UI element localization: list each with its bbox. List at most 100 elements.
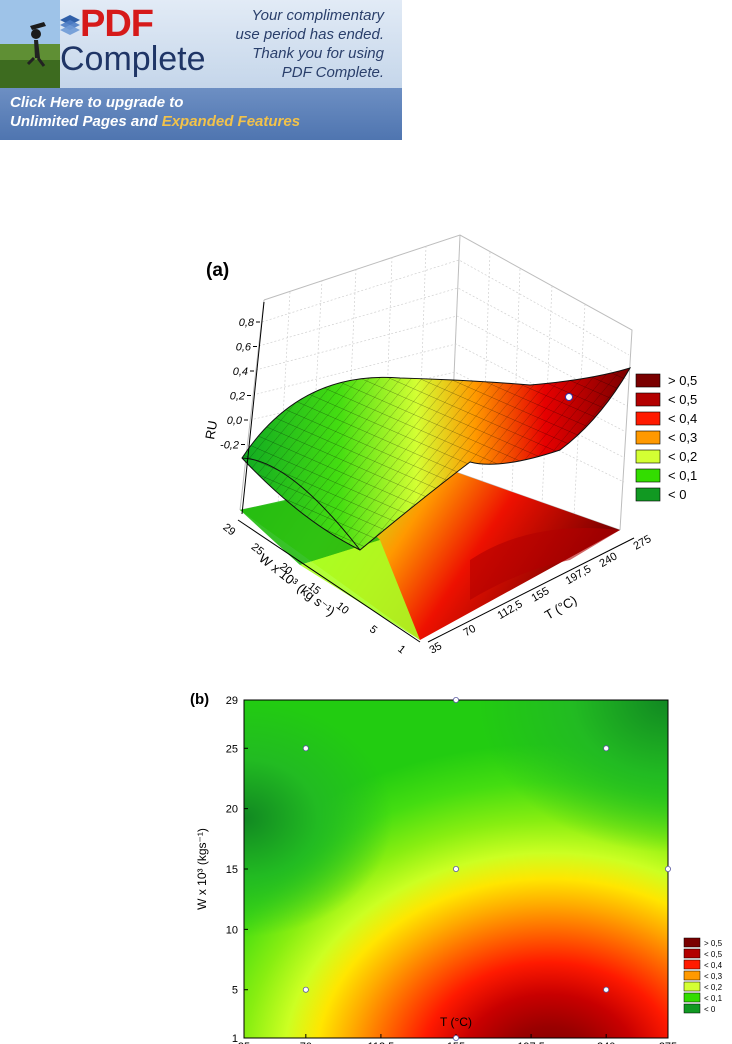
legend-label-b: < 0,4 — [704, 961, 723, 970]
legend-label-a: < 0,2 — [668, 449, 697, 464]
design-point — [665, 865, 672, 872]
z-axis-label: RU — [202, 419, 220, 440]
upgrade-link-area[interactable] — [0, 88, 402, 140]
z-tick-label: -0,2 — [220, 440, 239, 452]
banner-message-line: PDF Complete. — [281, 64, 384, 81]
z-tick-label: 0,0 — [227, 415, 243, 427]
legend-a: > 0,5 < 0,5 < 0,4 < 0,3 < 0,2 < 0,1 < 0 — [635, 373, 697, 502]
banner-photo-icon — [0, 0, 60, 88]
x-tick-label-b: 35 — [238, 1041, 250, 1044]
banner-message-line: Thank you for using — [252, 45, 384, 62]
banner-message-line: use period has ended. — [235, 26, 384, 43]
x-tick-label-b: 112,5 — [368, 1041, 395, 1044]
design-point — [603, 745, 610, 752]
legend-swatch-b — [683, 981, 701, 992]
legend-swatch-a — [635, 392, 661, 407]
y-tick-label-a: 20 — [277, 561, 294, 578]
contour-fill — [244, 700, 668, 1038]
x-tick-label-a: 197,5 — [564, 563, 594, 587]
z-tick-label: 0,6 — [236, 342, 252, 354]
legend-swatch-a — [635, 468, 661, 483]
y-tick-label-b: 5 — [232, 985, 238, 997]
y-tick-label-a: 1 — [395, 643, 407, 656]
legend-swatch-b — [683, 970, 701, 981]
legend-label-a: < 0,4 — [668, 411, 697, 426]
x-tick-label-a: 70 — [462, 623, 479, 640]
legend-label-a: < 0,3 — [668, 430, 697, 445]
y-tick-label-b: 1 — [232, 1033, 238, 1044]
upgrade-link-line2[interactable]: Unlimited Pages and Expanded Features — [10, 112, 300, 131]
y-tick-label-b: 10 — [226, 924, 238, 936]
contour-chart-b: (b) 35 70 112,5 155 197,5 240 275 29 25 20 15 10 5 1… — [190, 691, 723, 1044]
legend-label-a: < 0,5 — [668, 392, 697, 407]
pdf-complete-banner[interactable]: PDF Complete Your complimentary use peri… — [0, 0, 402, 140]
x-tick-label-b: 155 — [447, 1041, 465, 1044]
layers-logo-icon — [60, 15, 80, 35]
legend-b: > 0,5 < 0,5 < 0,4 < 0,3 < 0,2 < 0,1 < 0 — [683, 937, 723, 1014]
legend-label-a: > 0,5 — [668, 373, 697, 388]
legend-label-a: < 0 — [668, 487, 686, 502]
legend-label-b: < 0,2 — [704, 983, 723, 992]
design-point — [302, 986, 309, 993]
pdf-complete-logo: PDF Complete — [58, 3, 206, 84]
surface-chart-a: (a) — [202, 234, 697, 657]
z-tick-label: 0,8 — [239, 317, 255, 329]
legend-swatch-a — [635, 430, 661, 445]
legend-swatch-a — [635, 487, 661, 502]
legend-swatch-a — [635, 449, 661, 464]
banner-message: Your complimentary use period has ended.… — [194, 6, 384, 82]
legend-swatch-b — [683, 959, 701, 970]
upgrade-link[interactable]: Click Here to upgrade to Unlimited Pages… — [10, 93, 300, 131]
panel-label-b: (b) — [190, 691, 209, 708]
design-points — [302, 697, 672, 1041]
x-tick-label-b: 275 — [659, 1041, 677, 1044]
legend-swatch-b — [683, 937, 701, 948]
design-point — [452, 865, 459, 872]
z-tick-label: 0,2 — [230, 391, 245, 403]
legend-swatch-b — [683, 992, 701, 1003]
x-tick-label-a: 35 — [428, 640, 445, 657]
legend-label-a: < 0,1 — [668, 468, 697, 483]
y-axis-label-b: W x 10³ (kgs⁻¹) — [195, 828, 209, 910]
y-tick-label-a: 15 — [305, 580, 322, 597]
y-tick-label-b: 25 — [226, 743, 238, 755]
z-tick-label: 0,4 — [233, 366, 248, 378]
design-point — [302, 745, 309, 752]
legend-swatch-a — [635, 373, 661, 388]
x-axis-label-b: T (°C) — [440, 1015, 472, 1029]
upgrade-link-line1[interactable]: Click Here to upgrade to — [10, 94, 184, 111]
logo-complete-text: Complete — [60, 40, 206, 78]
legend-label-b: < 0 — [704, 1005, 716, 1014]
y-tick-label-a: 25 — [249, 541, 266, 558]
x-tick-label-b: 240 — [597, 1041, 615, 1044]
upgrade-link-line2b[interactable]: Expanded Features — [161, 113, 301, 130]
response-surface — [241, 367, 632, 551]
axes-a — [237, 301, 635, 643]
design-point — [452, 1034, 459, 1041]
legend-label-b: < 0,1 — [704, 994, 723, 1003]
x-tick-label-a: 275 — [632, 533, 654, 553]
legend-swatch-b — [683, 948, 701, 959]
legend-label-b: > 0,5 — [704, 939, 723, 948]
upgrade-link-line2a[interactable]: Unlimited Pages and — [10, 113, 162, 130]
y-tick-label-a: 5 — [367, 623, 379, 636]
y-ticks-b: 29 25 20 15 10 5 1 — [226, 695, 248, 1044]
x-tick-label-a: 240 — [598, 550, 620, 570]
logo-pdf-text: PDF — [80, 3, 154, 45]
y-tick-label-b: 20 — [226, 804, 238, 816]
y-tick-label-a: 10 — [334, 600, 351, 617]
banner-message-line: Your complimentary — [251, 7, 384, 24]
x-tick-label-a: 155 — [530, 585, 552, 605]
y-tick-label-b: 29 — [226, 695, 238, 707]
x-tick-label-b: 197,5 — [517, 1041, 545, 1044]
legend-label-b: < 0,3 — [704, 972, 723, 981]
legend-label-b: < 0,5 — [704, 950, 723, 959]
legend-swatch-b — [683, 1003, 701, 1014]
y-tick-label-a: 29 — [220, 521, 237, 538]
design-point — [452, 697, 459, 704]
y-tick-label-b: 15 — [226, 864, 238, 876]
x-tick-label-a: 112,5 — [496, 598, 525, 622]
z-ticks: 0,8 0,6 0,4 0,2 0,0 -0,2 — [220, 317, 260, 452]
panel-label-a: (a) — [206, 260, 229, 281]
